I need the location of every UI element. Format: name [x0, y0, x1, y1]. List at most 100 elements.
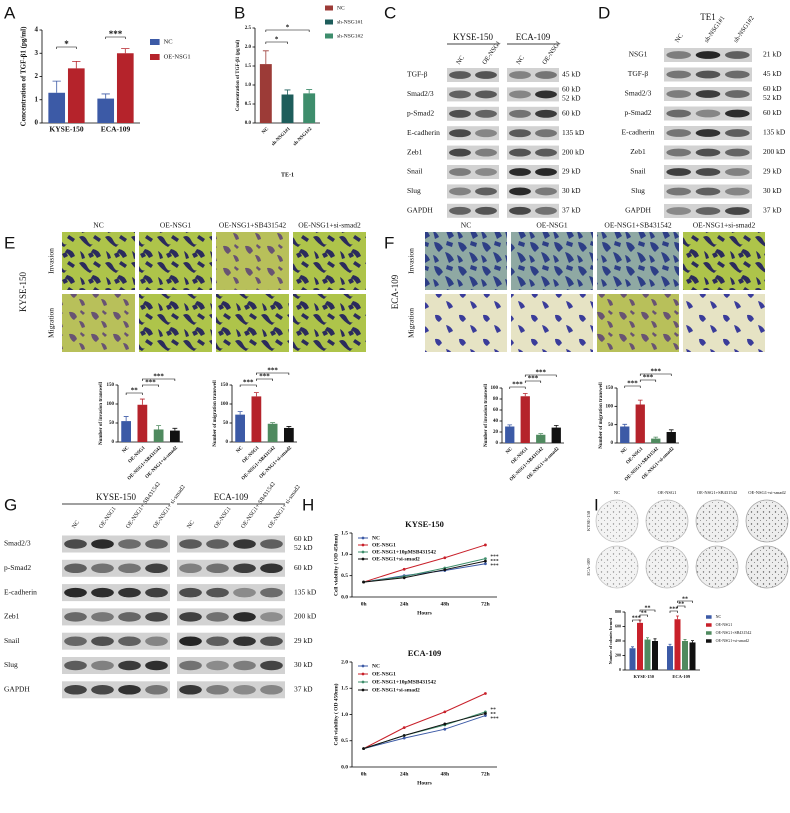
y-tick-label: 1 [35, 95, 39, 103]
band [535, 129, 557, 138]
bar [251, 396, 262, 442]
error-bar [683, 639, 687, 641]
y-tick-label: 600 [615, 623, 621, 628]
band [535, 90, 557, 99]
protein-label: Zeb1 [630, 147, 646, 156]
x-tick-label: 24h [400, 601, 409, 607]
significance-label: *** [627, 380, 638, 388]
band [695, 129, 721, 137]
bar [520, 396, 530, 443]
protein-label: Smad2/3 [407, 89, 434, 98]
protein-label: p-Smad2 [624, 108, 651, 117]
protein-label: p-Smad2 [4, 563, 31, 572]
band [725, 109, 750, 118]
x-tick-label: sh-NSG1#1 [271, 126, 292, 147]
significance-bracket [632, 619, 641, 622]
band [695, 168, 721, 176]
band [535, 71, 557, 79]
significance-label: *** [528, 375, 539, 383]
significance-bracket [265, 29, 310, 32]
size-label: 52 kD [562, 94, 581, 103]
significance-label: ** [131, 387, 139, 395]
band [91, 612, 114, 622]
bar [689, 642, 696, 670]
error-bar [139, 398, 145, 405]
significance-label: ** [641, 610, 647, 616]
y-tick-label: 2.5 [245, 26, 252, 31]
size-label: 37 kD [763, 206, 782, 215]
y-tick-label: 50 [608, 423, 614, 428]
column-label: NC [614, 490, 620, 495]
band [666, 70, 691, 79]
colony-plate [645, 499, 689, 543]
size-label: 60 kD [562, 109, 581, 118]
y-tick-label: 800 [615, 609, 621, 614]
blot-strip [507, 68, 559, 82]
significance-bracket [142, 384, 159, 387]
band [695, 51, 721, 59]
protein-label: Slug [407, 186, 421, 195]
error-bar [172, 427, 178, 431]
blot-strip [447, 165, 499, 179]
y-tick-label: 1.5 [341, 686, 348, 692]
bar [267, 423, 278, 442]
band [260, 636, 283, 646]
y-tick-label: 1.5 [245, 64, 252, 69]
lane-label: sh-NSG1#2 [732, 15, 755, 44]
panel-label: A [4, 3, 16, 22]
series-line [363, 693, 486, 750]
panel-label: D [598, 3, 610, 22]
micrograph [511, 232, 593, 290]
band [179, 587, 202, 598]
band [509, 206, 531, 215]
band [725, 187, 750, 196]
y-tick-label: 150 [107, 383, 115, 388]
size-label: 21 kD [763, 50, 782, 59]
point [402, 726, 406, 730]
band [118, 563, 141, 574]
legend-label: OE-NSG1 [164, 53, 191, 60]
blot-strip [62, 559, 170, 577]
bar [121, 421, 131, 442]
y-axis-label: Number of migration transwell [599, 382, 604, 449]
error-bar [653, 436, 659, 439]
band [206, 539, 229, 549]
error-bar [286, 426, 292, 428]
band [179, 612, 202, 622]
band [260, 685, 283, 695]
band [118, 539, 141, 549]
micrograph [511, 294, 593, 352]
band [535, 109, 557, 118]
band [509, 148, 531, 157]
significance-bracket [509, 386, 526, 389]
size-label: 30 kD [763, 186, 782, 195]
band [666, 187, 691, 196]
band [695, 187, 721, 196]
y-tick-label: 0.5 [341, 573, 348, 579]
band [260, 563, 283, 574]
legend-swatch [706, 639, 712, 643]
bar [667, 646, 673, 670]
size-label: 200 kD [294, 612, 317, 621]
x-tick-label: OE-NSG1+si-smad2 [145, 445, 180, 480]
band [179, 563, 202, 574]
error-bar [637, 399, 643, 405]
band [91, 563, 114, 574]
band [64, 539, 87, 549]
micrograph [62, 294, 135, 352]
point [484, 562, 487, 566]
micrograph [683, 232, 765, 290]
lane-label: NC [186, 520, 196, 530]
legend-marker [361, 550, 365, 554]
legend-label: NC [716, 614, 722, 619]
legend-label: NC [372, 663, 380, 669]
legend-label: sh-NSG1#2 [337, 33, 363, 39]
panel-label: B [234, 3, 245, 22]
bar [67, 68, 85, 123]
significance-bracket [639, 379, 657, 382]
band [233, 539, 256, 549]
protein-label: Smad2/3 [4, 539, 31, 548]
band [725, 51, 750, 59]
row-label: Migration [407, 308, 416, 338]
band [725, 90, 750, 98]
